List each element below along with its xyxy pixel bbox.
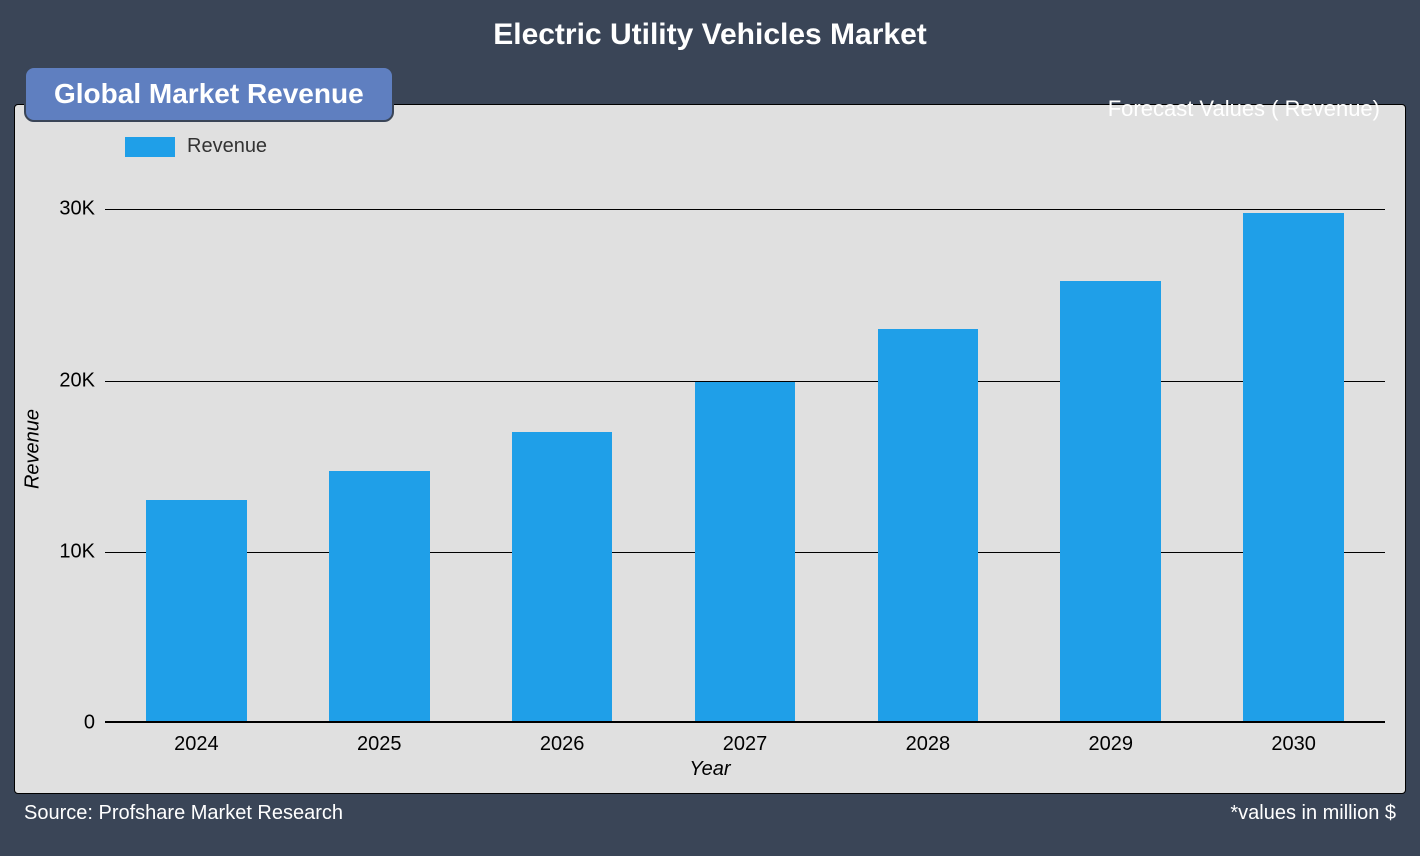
bars-row: 2024202520262027202820292030: [105, 175, 1385, 723]
bar: [1060, 281, 1161, 723]
footer-row: Source: Profshare Market Research *value…: [10, 794, 1410, 825]
y-tick-label: 20K: [59, 369, 105, 392]
plot-region: 010K20K30K 2024202520262027202820292030: [105, 175, 1385, 723]
bar-slot: 2024: [105, 175, 288, 723]
x-tick-label: 2029: [1088, 723, 1133, 756]
bar: [512, 432, 613, 723]
x-tick-label: 2024: [174, 723, 219, 756]
chart-frame: Electric Utility Vehicles Market Global …: [0, 0, 1420, 856]
x-tick-label: 2027: [723, 723, 768, 756]
y-tick-label: 30K: [59, 198, 105, 221]
x-tick-label: 2025: [357, 723, 402, 756]
y-tick-label: 10K: [59, 540, 105, 563]
bar: [878, 329, 979, 723]
y-tick-label: 0: [84, 712, 105, 735]
bar-slot: 2030: [1202, 175, 1385, 723]
x-axis-baseline: [105, 721, 1385, 723]
bar: [146, 500, 247, 723]
x-tick-label: 2030: [1271, 723, 1316, 756]
header-row: Global Market Revenue Forecast Values ( …: [10, 66, 1410, 122]
x-tick-label: 2028: [906, 723, 951, 756]
bar: [695, 382, 796, 723]
x-tick-label: 2026: [540, 723, 585, 756]
chart-legend: Revenue: [125, 135, 267, 158]
bar-slot: 2029: [1019, 175, 1202, 723]
bar-slot: 2027: [654, 175, 837, 723]
y-axis-title: Revenue: [22, 409, 45, 489]
x-axis-title: Year: [689, 758, 730, 781]
bar-slot: 2026: [471, 175, 654, 723]
subtitle-badge: Global Market Revenue: [24, 66, 394, 122]
main-title: Electric Utility Vehicles Market: [10, 10, 1410, 66]
bar: [329, 471, 430, 723]
source-label: Source: Profshare Market Research: [24, 802, 343, 825]
bar: [1243, 213, 1344, 723]
chart-area: Revenue Revenue 010K20K30K 2024202520262…: [14, 104, 1406, 794]
values-note: *values in million $: [1230, 802, 1396, 825]
bar-slot: 2028: [836, 175, 1019, 723]
forecast-label: Forecast Values ( Revenue): [1108, 66, 1400, 122]
bar-slot: 2025: [288, 175, 471, 723]
legend-label: Revenue: [187, 135, 267, 158]
legend-swatch: [125, 137, 175, 157]
